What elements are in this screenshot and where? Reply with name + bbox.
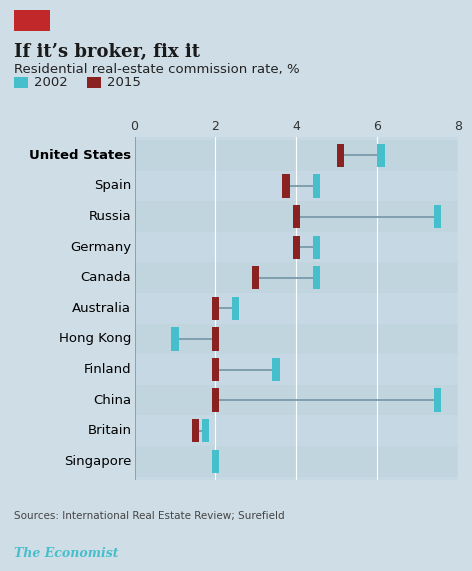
Bar: [135, 202, 458, 232]
Bar: [212, 327, 219, 351]
Bar: [202, 419, 209, 443]
Bar: [282, 174, 290, 198]
Bar: [171, 327, 178, 351]
Text: Hong Kong: Hong Kong: [59, 332, 131, 345]
Text: China: China: [93, 393, 131, 407]
Bar: [434, 205, 441, 228]
Text: Australia: Australia: [72, 302, 131, 315]
Text: Canada: Canada: [81, 271, 131, 284]
Bar: [293, 236, 300, 259]
Bar: [135, 263, 458, 293]
Bar: [135, 324, 458, 354]
Text: Sources: International Real Estate Review; Surefield: Sources: International Real Estate Revie…: [14, 511, 285, 521]
Bar: [434, 388, 441, 412]
Text: Britain: Britain: [87, 424, 131, 437]
Bar: [313, 236, 320, 259]
Text: Residential real-estate commission rate, %: Residential real-estate commission rate,…: [14, 63, 300, 76]
Text: If it’s broker, fix it: If it’s broker, fix it: [14, 43, 200, 61]
Bar: [135, 446, 458, 477]
Bar: [212, 297, 219, 320]
Bar: [378, 144, 385, 167]
Bar: [337, 144, 344, 167]
Text: 2002: 2002: [34, 76, 68, 89]
Bar: [272, 358, 279, 381]
Text: Russia: Russia: [89, 210, 131, 223]
Text: United States: United States: [29, 149, 131, 162]
Text: Finland: Finland: [84, 363, 131, 376]
Text: The Economist: The Economist: [14, 547, 118, 560]
Bar: [135, 140, 458, 171]
Bar: [313, 174, 320, 198]
Bar: [252, 266, 260, 289]
Bar: [212, 388, 219, 412]
Bar: [135, 385, 458, 416]
Bar: [212, 450, 219, 473]
Bar: [212, 358, 219, 381]
Bar: [192, 419, 199, 443]
Bar: [313, 266, 320, 289]
Text: Singapore: Singapore: [64, 455, 131, 468]
Text: 2015: 2015: [107, 76, 141, 89]
Text: Spain: Spain: [94, 179, 131, 192]
Text: Germany: Germany: [70, 240, 131, 254]
Bar: [212, 450, 219, 473]
Bar: [232, 297, 239, 320]
Bar: [293, 205, 300, 228]
